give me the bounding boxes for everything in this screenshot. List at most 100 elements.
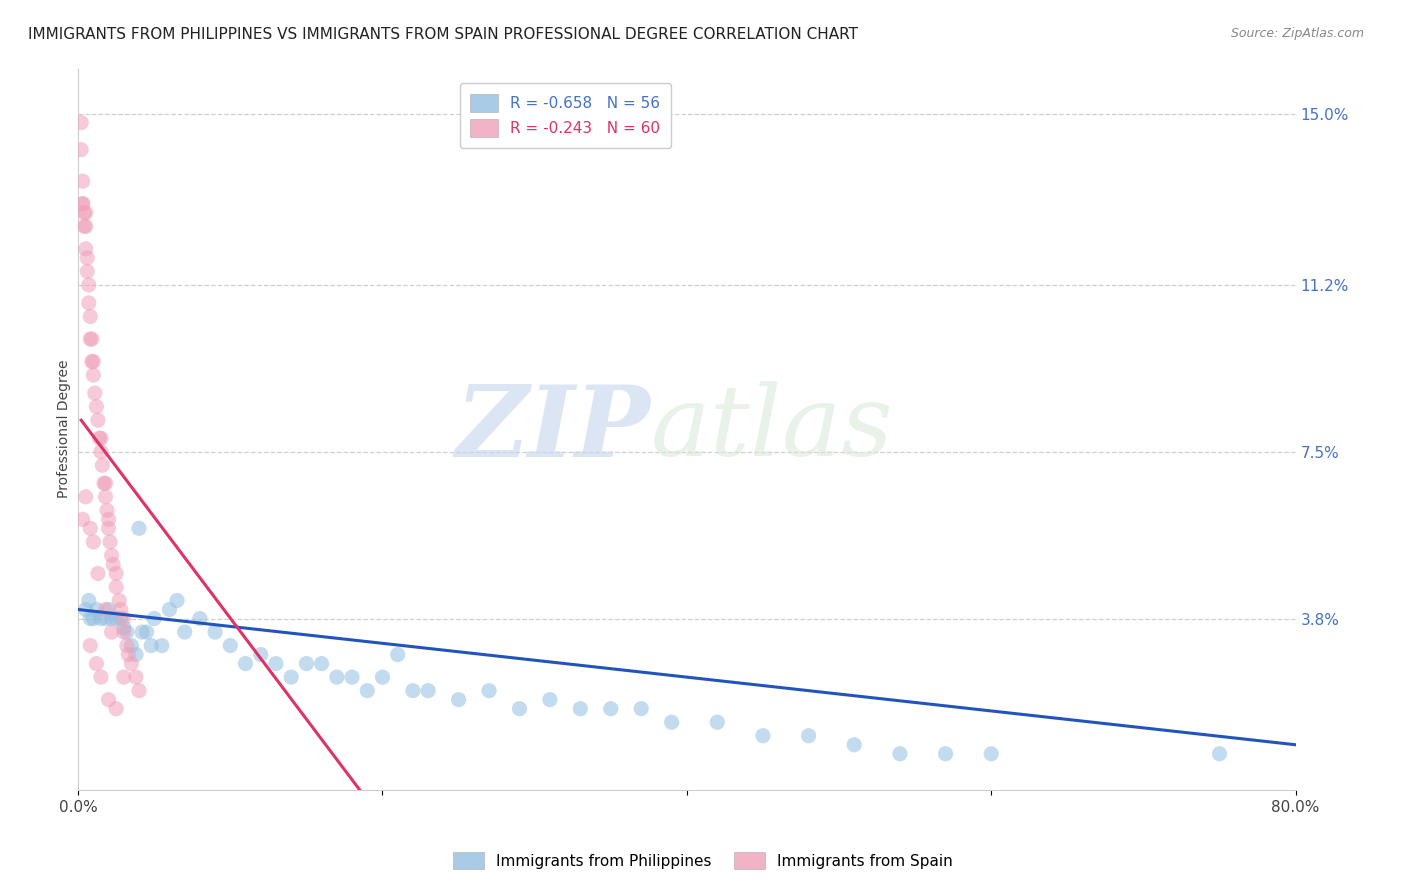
Point [105, 566, 128, 581]
Point [128, 521, 150, 535]
Point [508, 701, 530, 715]
Point [112, 621, 135, 635]
Point [105, 611, 128, 625]
Point [94, 490, 117, 504]
Point [70, 115, 93, 129]
Point [75, 219, 97, 234]
Point [235, 657, 257, 671]
Point [75, 242, 97, 256]
Point [90, 670, 112, 684]
Point [87, 413, 110, 427]
Point [94, 476, 117, 491]
Point [101, 558, 124, 572]
Point [110, 602, 132, 616]
Point [80, 332, 103, 346]
Point [90, 611, 112, 625]
Point [97, 512, 120, 526]
Legend: Immigrants from Philippines, Immigrants from Spain: Immigrants from Philippines, Immigrants … [447, 846, 959, 875]
Point [90, 431, 112, 445]
Point [79, 639, 101, 653]
Point [97, 692, 120, 706]
Point [75, 206, 97, 220]
Text: IMMIGRANTS FROM PHILIPPINES VS IMMIGRANTS FROM SPAIN PROFESSIONAL DEGREE CORRELA: IMMIGRANTS FROM PHILIPPINES VS IMMIGRANT… [28, 27, 858, 42]
Point [73, 206, 96, 220]
Point [82, 354, 104, 368]
Point [980, 747, 1002, 761]
Point [86, 657, 108, 671]
Point [295, 657, 318, 671]
Point [83, 386, 105, 401]
Point [80, 354, 103, 368]
Point [76, 264, 98, 278]
Point [120, 639, 142, 653]
Text: atlas: atlas [651, 382, 893, 477]
Point [98, 534, 121, 549]
Point [1208, 747, 1230, 761]
Point [76, 251, 98, 265]
Point [115, 639, 138, 653]
Point [79, 611, 101, 625]
Point [159, 602, 181, 616]
Point [797, 729, 820, 743]
Point [538, 692, 561, 706]
Point [112, 611, 135, 625]
Point [77, 296, 100, 310]
Point [72, 174, 94, 188]
Point [91, 458, 114, 473]
Point [661, 715, 683, 730]
Point [280, 670, 302, 684]
Point [108, 593, 131, 607]
Point [75, 490, 97, 504]
Point [89, 431, 111, 445]
Point [752, 729, 775, 743]
Point [100, 611, 122, 625]
Point [112, 625, 135, 640]
Point [706, 715, 728, 730]
Point [447, 692, 470, 706]
Point [105, 580, 128, 594]
Point [82, 368, 104, 382]
Point [249, 648, 271, 662]
Point [86, 400, 108, 414]
Legend: R = -0.658   N = 56, R = -0.243   N = 60: R = -0.658 N = 56, R = -0.243 N = 60 [460, 83, 671, 148]
Point [889, 747, 911, 761]
Point [75, 602, 97, 616]
Point [143, 611, 166, 625]
Point [135, 625, 157, 640]
Point [82, 534, 104, 549]
Point [173, 625, 195, 640]
Point [100, 549, 122, 563]
Point [93, 476, 115, 491]
Point [77, 277, 100, 292]
Point [79, 310, 101, 324]
Point [150, 639, 173, 653]
Point [120, 657, 142, 671]
Point [94, 611, 117, 625]
Point [72, 196, 94, 211]
Point [110, 611, 132, 625]
Point [131, 625, 153, 640]
Point [79, 332, 101, 346]
Point [935, 747, 957, 761]
Text: Source: ZipAtlas.com: Source: ZipAtlas.com [1230, 27, 1364, 40]
Point [105, 701, 128, 715]
Point [86, 602, 108, 616]
Point [141, 639, 163, 653]
Point [219, 639, 242, 653]
Point [264, 657, 287, 671]
Point [82, 611, 104, 625]
Point [125, 648, 148, 662]
Point [115, 625, 138, 640]
Point [77, 593, 100, 607]
Point [117, 648, 139, 662]
Point [356, 683, 378, 698]
Point [96, 503, 118, 517]
Point [371, 670, 394, 684]
Point [112, 670, 135, 684]
Point [340, 670, 363, 684]
Y-axis label: Professional Degree: Professional Degree [58, 360, 72, 499]
Text: ZIP: ZIP [456, 381, 651, 477]
Point [166, 593, 188, 607]
Point [79, 521, 101, 535]
Point [478, 683, 501, 698]
